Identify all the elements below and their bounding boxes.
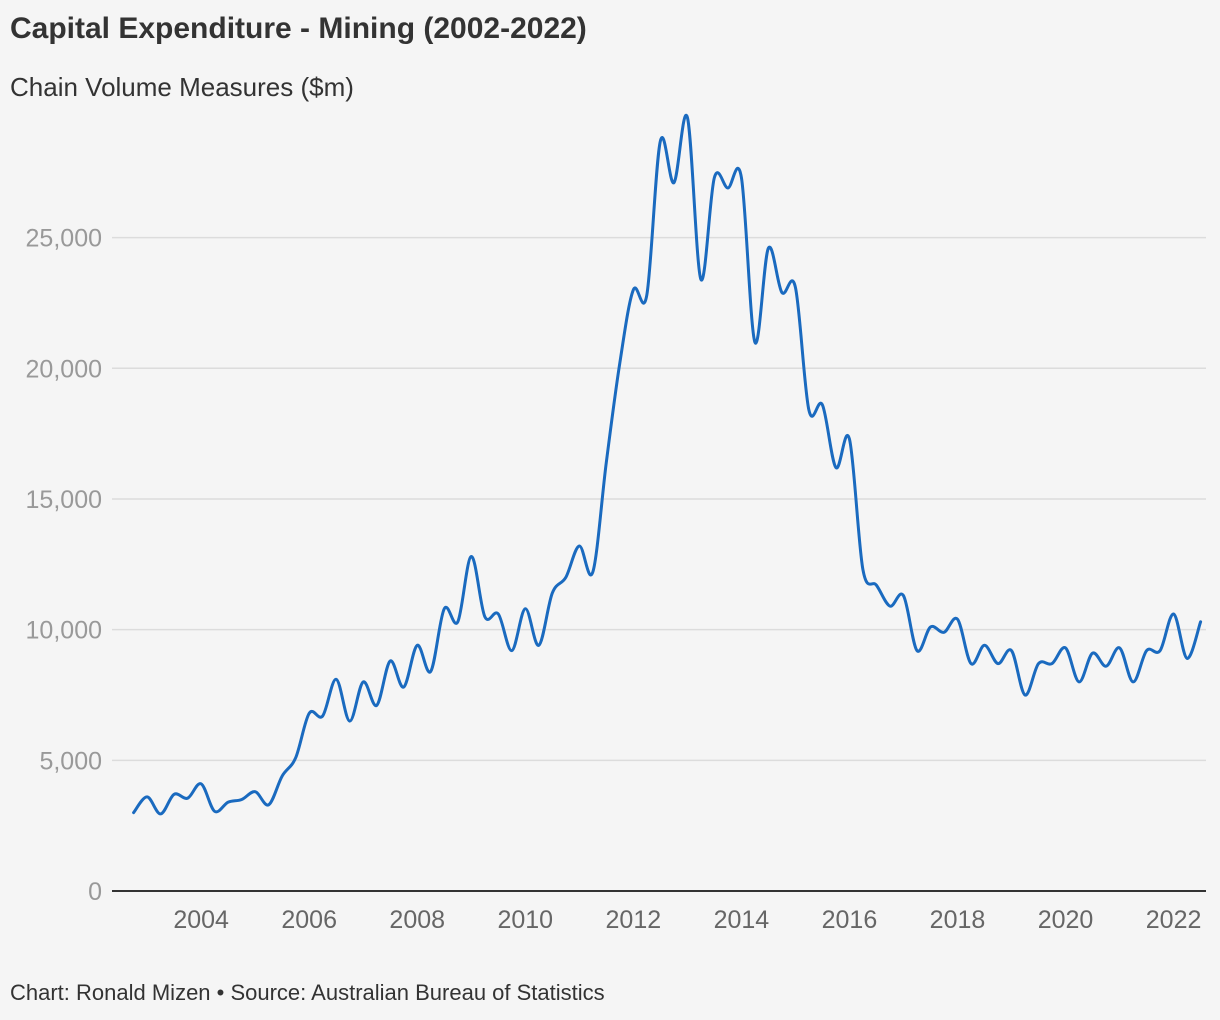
x-tick-label: 2012 <box>606 906 662 934</box>
chart-credit: Chart: Ronald Mizen • Source: Australian… <box>10 980 605 1005</box>
chart-title: Capital Expenditure - Mining (2002-2022) <box>10 12 587 45</box>
y-tick-label: 5,000 <box>39 747 102 775</box>
series-layer <box>132 113 1203 816</box>
x-axis-ticks: 2004 2006 2008 2010 2012 2014 2016 2018 2020 2022 <box>173 906 1201 934</box>
x-tick-label: 2010 <box>497 906 553 934</box>
x-tick-label: 2004 <box>173 906 229 934</box>
y-axis-ticks: 0 5,000 10,000 15,000 20,000 25,000 <box>26 225 102 906</box>
y-tick-label: 15,000 <box>26 486 102 514</box>
x-tick-label: 2022 <box>1146 906 1202 934</box>
y-tick-label: 20,000 <box>26 355 102 383</box>
x-tick-label: 2016 <box>822 906 878 934</box>
y-tick-label: 25,000 <box>26 225 102 253</box>
gridlines <box>112 236 1206 762</box>
x-tick-label: 2008 <box>389 906 445 934</box>
x-tick-label: 2018 <box>930 906 986 934</box>
x-tick-label: 2006 <box>281 906 337 934</box>
y-tick-label: 0 <box>88 878 102 906</box>
series-line <box>132 113 1203 816</box>
x-tick-label: 2020 <box>1038 906 1094 934</box>
x-tick-label: 2014 <box>714 906 770 934</box>
chart-subtitle: Chain Volume Measures ($m) <box>10 72 354 102</box>
y-tick-label: 10,000 <box>26 617 102 645</box>
